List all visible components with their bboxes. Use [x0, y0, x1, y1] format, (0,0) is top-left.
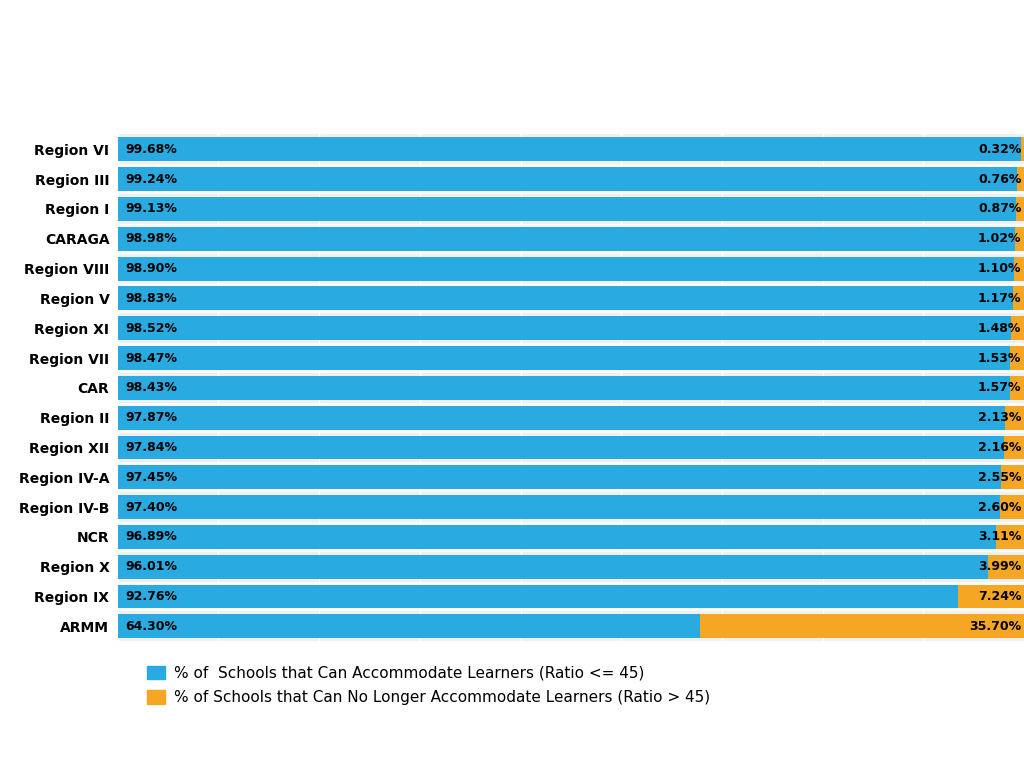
Bar	[118, 253, 1024, 283]
Text: 2.16%: 2.16%	[978, 441, 1021, 454]
Bar	[118, 406, 1005, 429]
Text: 13: 13	[969, 740, 993, 758]
Bar	[1000, 465, 1024, 489]
Text: 96.89%: 96.89%	[125, 531, 177, 544]
Text: 1.53%: 1.53%	[978, 352, 1021, 365]
Text: 7.24%: 7.24%	[978, 590, 1021, 603]
Bar	[1015, 227, 1024, 250]
Bar	[118, 611, 1024, 641]
Text: 97.87%: 97.87%	[125, 411, 177, 424]
Bar	[118, 554, 988, 578]
Text: 35.70%: 35.70%	[969, 620, 1021, 633]
Text: 97.40%: 97.40%	[125, 501, 177, 514]
Text: 92.76%: 92.76%	[125, 590, 177, 603]
Bar	[700, 614, 1024, 638]
Bar	[118, 584, 958, 608]
Text: 98.43%: 98.43%	[125, 382, 177, 394]
Bar	[1000, 495, 1024, 519]
Text: 97.84%: 97.84%	[125, 441, 177, 454]
Text: 98.83%: 98.83%	[125, 292, 177, 305]
Bar	[1010, 376, 1024, 400]
Bar	[1016, 197, 1024, 221]
Text: 1.17%: 1.17%	[978, 292, 1021, 305]
Bar	[1014, 286, 1024, 310]
Text: 0.87%: 0.87%	[978, 203, 1021, 216]
Bar	[118, 343, 1024, 373]
Text: 97.45%: 97.45%	[125, 471, 177, 484]
Bar	[1021, 137, 1024, 161]
Bar	[118, 581, 1024, 611]
Text: Percentage of Schools Based on the Number: Percentage of Schools Based on the Numbe…	[27, 24, 997, 62]
Bar	[118, 495, 1000, 519]
Bar	[118, 552, 1024, 581]
Bar	[1011, 316, 1024, 340]
Bar	[1017, 167, 1024, 191]
Text: 2.60%: 2.60%	[978, 501, 1021, 514]
Text: 2.13%: 2.13%	[978, 411, 1021, 424]
Text: Department of Education: Department of Education	[384, 740, 640, 758]
Bar	[1005, 435, 1024, 459]
Text: 1.10%: 1.10%	[978, 262, 1021, 275]
Bar	[995, 525, 1024, 549]
Text: 1.57%: 1.57%	[978, 382, 1021, 394]
Bar	[118, 137, 1021, 161]
Bar	[118, 164, 1024, 194]
Text: 0.76%: 0.76%	[978, 173, 1021, 186]
Legend: % of  Schools that Can Accommodate Learners (Ratio <= 45), % of Schools that Can: % of Schools that Can Accommodate Learne…	[140, 660, 717, 711]
Bar	[118, 197, 1016, 221]
Bar	[118, 462, 1024, 492]
Text: 99.68%: 99.68%	[125, 143, 177, 156]
Text: 98.90%: 98.90%	[125, 262, 177, 275]
Bar	[118, 346, 1010, 370]
Bar	[118, 283, 1024, 313]
Text: 96.01%: 96.01%	[125, 560, 177, 573]
Bar	[118, 194, 1024, 223]
Bar	[118, 492, 1024, 522]
Text: 3.99%: 3.99%	[978, 560, 1021, 573]
Bar	[118, 223, 1024, 253]
Bar	[118, 227, 1015, 250]
Text: 98.52%: 98.52%	[125, 322, 177, 335]
Text: 1.02%: 1.02%	[978, 232, 1021, 245]
Bar	[118, 313, 1024, 343]
Bar	[988, 554, 1024, 578]
Bar	[958, 584, 1024, 608]
Bar	[1010, 346, 1024, 370]
Text: 99.13%: 99.13%	[125, 203, 177, 216]
Bar	[1014, 257, 1024, 280]
Bar	[118, 316, 1011, 340]
Bar	[118, 435, 1005, 459]
Bar	[118, 373, 1024, 402]
Bar	[118, 376, 1010, 400]
Bar	[118, 134, 1024, 164]
Text: 98.98%: 98.98%	[125, 232, 177, 245]
Text: 0.32%: 0.32%	[978, 143, 1021, 156]
Bar	[1005, 406, 1024, 429]
Bar	[118, 167, 1017, 191]
Bar	[118, 402, 1024, 432]
Bar	[118, 257, 1014, 280]
Bar	[118, 614, 700, 638]
Text: 98.47%: 98.47%	[125, 352, 177, 365]
Text: of Teachers: of Teachers	[387, 86, 637, 124]
Bar	[118, 432, 1024, 462]
Bar	[118, 286, 1014, 310]
Bar	[118, 465, 1000, 489]
Text: 1.48%: 1.48%	[978, 322, 1021, 335]
Bar	[118, 522, 1024, 552]
Text: 99.24%: 99.24%	[125, 173, 177, 186]
Text: 64.30%: 64.30%	[125, 620, 177, 633]
Bar	[118, 525, 995, 549]
Text: 2.55%: 2.55%	[978, 471, 1021, 484]
Text: 3.11%: 3.11%	[978, 531, 1021, 544]
